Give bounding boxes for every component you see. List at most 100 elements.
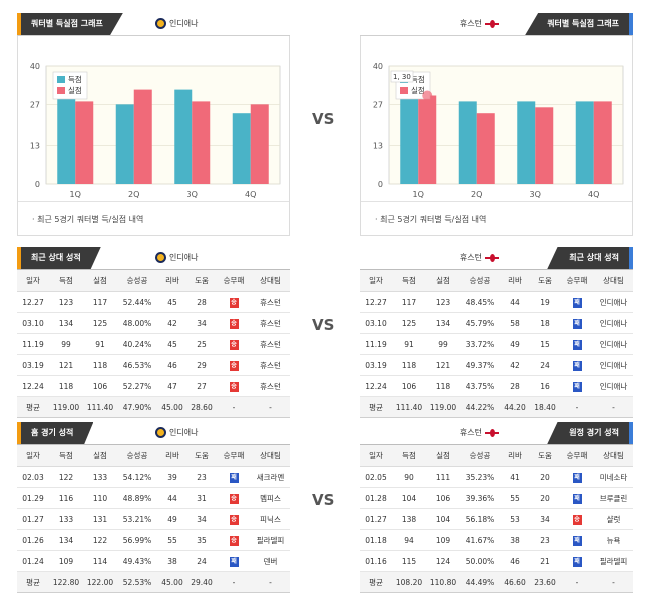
result-badge: 패 <box>572 339 582 350</box>
table-row: 01.27 133 131 53.21% 49 34 승 피닉스 <box>17 508 290 530</box>
table-cell: 106 <box>392 375 426 397</box>
allowed-bar <box>476 113 495 184</box>
x-tick-label: 4Q <box>245 190 256 199</box>
table-cell: 109 <box>426 529 460 551</box>
result-badge-cell: 패 <box>560 312 594 334</box>
legend-label: 득점 <box>411 74 425 84</box>
table-cell: 117 <box>83 291 117 313</box>
table-row: 12.24 106 118 43.75% 28 16 패 인디애나 <box>360 375 633 397</box>
rockets-logo-icon <box>485 428 499 437</box>
table-cell: 11.19 <box>360 333 392 355</box>
column-header: 도움 <box>187 269 217 292</box>
table-row: 01.27 138 104 56.18% 53 34 승 샬럿 <box>360 508 633 530</box>
column-header: 리바 <box>500 269 530 292</box>
result-badge: 패 <box>572 318 582 329</box>
table-cell: 휴스턴 <box>251 375 290 397</box>
table-cell: 24 <box>187 550 217 572</box>
table-cell: 125 <box>83 312 117 334</box>
table-cell: 35 <box>187 529 217 551</box>
table-cell: 21 <box>530 550 560 572</box>
table-cell: 46 <box>157 354 187 376</box>
result-badge: 패 <box>572 381 582 392</box>
table-cell: 인디애나 <box>594 333 633 355</box>
table-row: 02.05 90 111 35.23% 41 20 패 미네소타 <box>360 466 633 488</box>
table-cell: 33.72% <box>460 333 500 355</box>
table-cell: 118 <box>83 354 117 376</box>
pacers-logo-icon <box>155 18 166 29</box>
table-cell: 20 <box>530 466 560 488</box>
table-cell: 필라델피 <box>594 550 633 572</box>
table-cell: 50.00% <box>460 550 500 572</box>
average-cell: 52.53% <box>117 571 157 593</box>
average-cell: 45.00 <box>157 396 187 418</box>
average-cell: 110.80 <box>426 571 460 593</box>
table-cell: 121 <box>426 354 460 376</box>
legend-label: 실점 <box>411 85 425 95</box>
allowed-bar <box>418 95 437 184</box>
home-games-team: 인디애나 <box>155 422 198 444</box>
pacers-logo-icon <box>155 427 166 438</box>
table-cell: 121 <box>49 354 83 376</box>
table-cell: 134 <box>49 312 83 334</box>
result-badge: 패 <box>229 556 239 567</box>
table-cell: 49 <box>500 333 530 355</box>
table-cell: 49.43% <box>117 550 157 572</box>
result-badge-cell: 승 <box>217 487 251 509</box>
result-badge-cell: 패 <box>560 466 594 488</box>
table-cell: 25 <box>187 333 217 355</box>
table-cell: 48.00% <box>117 312 157 334</box>
table-cell: 117 <box>392 291 426 313</box>
table-row: 03.10 134 125 48.00% 42 34 승 휴스턴 <box>17 312 290 334</box>
result-badge: 패 <box>572 297 582 308</box>
recent-home-team: 인디애나 <box>155 247 198 269</box>
result-badge-cell: 패 <box>217 466 251 488</box>
table-row: 03.19 118 121 49.37% 42 24 패 인디애나 <box>360 354 633 376</box>
average-cell: 122.80 <box>49 571 83 593</box>
table-cell: 104 <box>426 508 460 530</box>
table-row: 02.03 122 133 54.12% 39 23 패 새크라멘 <box>17 466 290 488</box>
result-badge-cell: 패 <box>560 291 594 313</box>
average-cell: - <box>217 571 251 593</box>
table-cell: 인디애나 <box>594 375 633 397</box>
table-cell: 01.27 <box>360 508 392 530</box>
column-header: 승무패 <box>217 444 251 467</box>
result-badge: 승 <box>572 514 582 525</box>
table-cell: 46 <box>500 550 530 572</box>
table-cell: 134 <box>49 529 83 551</box>
table-cell: 01.29 <box>17 487 49 509</box>
table-cell: 118 <box>392 354 426 376</box>
column-header: 승성공 <box>117 444 157 467</box>
table-cell: 41.67% <box>460 529 500 551</box>
recent-home-title: 최근 상대 성적 <box>17 247 101 269</box>
average-cell: 44.20 <box>500 396 530 418</box>
table-cell: 필라델피 <box>251 529 290 551</box>
result-badge: 승 <box>229 339 239 350</box>
table-cell: 122 <box>83 529 117 551</box>
scored-bar <box>517 101 536 184</box>
average-cell: 18.40 <box>530 396 560 418</box>
average-cell: 평균 <box>17 396 49 418</box>
column-header: 상대팀 <box>251 444 290 467</box>
table-cell: 01.27 <box>17 508 49 530</box>
table-cell: 35.23% <box>460 466 500 488</box>
table-cell: 91 <box>392 333 426 355</box>
column-header: 상대팀 <box>251 269 290 292</box>
allowed-bar <box>133 89 152 184</box>
table-cell: 34 <box>187 312 217 334</box>
column-header: 일자 <box>17 269 49 292</box>
away-games-team: 휴스턴 <box>460 422 499 444</box>
table-cell: 03.10 <box>17 312 49 334</box>
table-cell: 48.45% <box>460 291 500 313</box>
table-cell: 01.16 <box>360 550 392 572</box>
table-row: 01.29 116 110 48.89% 44 31 승 멤피스 <box>17 487 290 509</box>
table-cell: 휴스턴 <box>251 354 290 376</box>
table-cell: 53 <box>500 508 530 530</box>
result-badge-cell: 패 <box>560 375 594 397</box>
result-badge-cell: 승 <box>217 312 251 334</box>
table-row: 12.24 118 106 52.27% 47 27 승 휴스턴 <box>17 375 290 397</box>
result-badge-cell: 패 <box>560 354 594 376</box>
table-cell: 뉴욕 <box>594 529 633 551</box>
x-tick-label: 3Q <box>530 190 541 199</box>
column-header: 승성공 <box>460 444 500 467</box>
table-cell: 미네소타 <box>594 466 633 488</box>
